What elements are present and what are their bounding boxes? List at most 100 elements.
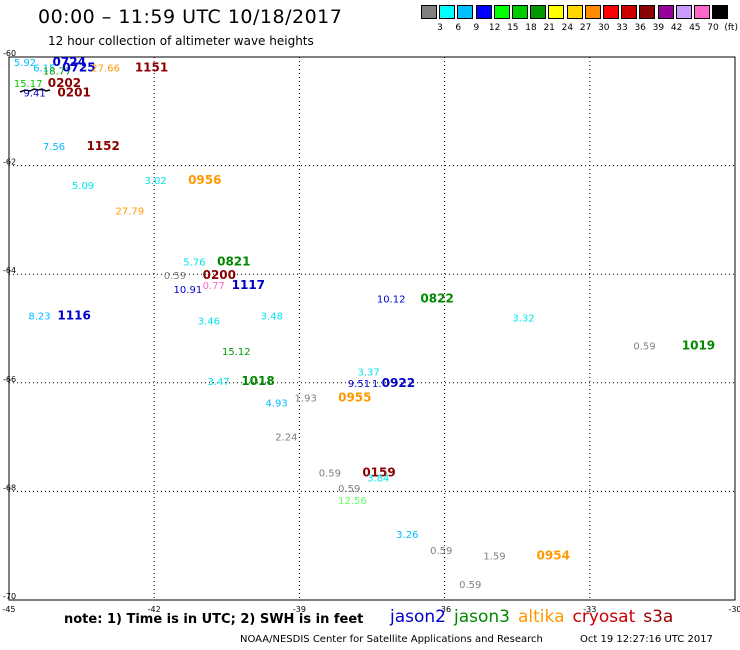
wave-height-label: 6.15 xyxy=(33,64,55,75)
legend-label: 24 xyxy=(561,23,574,33)
wave-height-label: 5.92 xyxy=(14,58,36,69)
wave-height-label: 3.48 xyxy=(261,311,283,322)
longitude-label: -45 xyxy=(2,605,15,614)
wave-height-label: 3.26 xyxy=(396,530,418,541)
wave-height-label: 0.59 xyxy=(430,546,452,557)
wave-height-label: 27.79 xyxy=(115,206,144,217)
legend-label: 45 xyxy=(689,23,701,33)
satellite-name: s3a xyxy=(643,607,674,627)
legend-swatch xyxy=(639,5,656,19)
legend-label: 70 xyxy=(707,23,719,33)
latitude-label: -62 xyxy=(3,158,16,167)
legend-swatch xyxy=(512,5,528,19)
satellite-name: jason2 xyxy=(390,607,446,627)
satellite-name: altika xyxy=(518,607,565,627)
satellite-name: jason3 xyxy=(454,607,510,627)
latitude-label: -64 xyxy=(3,266,16,275)
legend-swatch xyxy=(584,5,601,19)
wave-height-label: 0.59 xyxy=(459,580,481,591)
wave-height-label: 0.59 xyxy=(633,342,655,353)
legend-label: 12 xyxy=(488,23,501,33)
wave-height-label: 15.17 xyxy=(14,79,43,90)
wave-height-label: 3.32 xyxy=(512,313,534,324)
legend-swatch xyxy=(657,5,674,19)
wave-height-label: 0.59 xyxy=(338,484,360,495)
pass-time-label: 0202 xyxy=(48,76,81,90)
pass-time-label: 0922 xyxy=(382,376,415,390)
wave-height-label: 8.23 xyxy=(28,311,50,322)
wave-height-label: 5.09 xyxy=(72,181,94,192)
legend-label: 42 xyxy=(670,23,683,33)
wave-height-label: 15.12 xyxy=(222,347,251,358)
wave-height-label: 9.41 xyxy=(24,89,46,100)
latitude-label: -60 xyxy=(3,49,16,58)
legend-swatch xyxy=(621,5,638,19)
latitude-label: -70 xyxy=(3,592,16,601)
legend-swatch xyxy=(421,5,437,19)
wave-height-label: 4.93 xyxy=(266,399,288,410)
wave-height-label: 5.76 xyxy=(183,258,205,269)
legend-swatch xyxy=(712,5,729,19)
wave-height-label: 0.59 xyxy=(319,469,341,480)
legend-swatch xyxy=(675,5,692,19)
note-text: note: 1) Time is in UTC; 2) SWH is in fe… xyxy=(64,612,364,627)
wave-height-label: 0.77 xyxy=(203,281,225,292)
pass-time-label: 0159 xyxy=(362,466,395,480)
map-frame xyxy=(8,56,736,601)
legend-swatch xyxy=(493,5,510,19)
longitude-label: -39 xyxy=(293,605,306,614)
legend-swatch xyxy=(603,5,619,19)
wave-height-label: 7.56 xyxy=(43,142,65,153)
pass-time-label: 1152 xyxy=(86,139,119,153)
legend-swatch xyxy=(548,5,565,19)
legend-swatch xyxy=(530,5,547,19)
wave-height-label: 10.12 xyxy=(377,294,406,305)
pass-time-label: 1116 xyxy=(57,308,90,322)
longitude-label: -42 xyxy=(148,605,161,614)
legend-swatch xyxy=(457,5,474,19)
wave-height-label: 1.59 xyxy=(483,551,505,562)
wave-height-label: 3.47 xyxy=(207,377,229,388)
island-coastline xyxy=(19,88,51,93)
wave-height-label: 2.24 xyxy=(275,432,297,443)
wave-height-label: 1.93 xyxy=(295,393,317,404)
wave-height-label: 3.46 xyxy=(198,317,220,328)
wave-height-label: 10.91 xyxy=(174,285,203,296)
legend-label: 30 xyxy=(598,23,610,33)
wave-height-label: 1. xyxy=(372,379,382,390)
pass-time-label: 1117 xyxy=(232,278,265,292)
longitude-label: -30 xyxy=(728,605,740,614)
map-subtitle: 12 hour collection of altimeter wave hei… xyxy=(48,34,314,48)
legend-label: 39 xyxy=(652,23,665,33)
satellite-legend: jason2 jason3 altika cryosat s3a xyxy=(390,607,681,627)
pass-time-label: 0200 xyxy=(203,268,236,282)
footer-timestamp: Oct 19 12:27:16 UTC 2017 xyxy=(580,634,713,645)
legend-swatch xyxy=(694,5,710,19)
legend-swatch xyxy=(566,5,583,19)
legend-swatch xyxy=(439,5,456,19)
wave-height-label: 3.84 xyxy=(367,474,389,485)
pass-time-label: 0956 xyxy=(188,173,221,187)
wave-height-label: 3.02 xyxy=(145,176,167,187)
legend-label: (ft) xyxy=(724,23,738,33)
legend-label: 9 xyxy=(473,23,480,33)
pass-time-label: 0822 xyxy=(420,291,453,305)
wave-height-label: 9.51 xyxy=(348,379,370,390)
longitude-label: -36 xyxy=(438,605,451,614)
wave-height-label: 0.59 xyxy=(164,271,186,282)
pass-time-label: 1151 xyxy=(135,61,168,75)
longitude-label: -33 xyxy=(583,605,596,614)
pass-time-label: 0954 xyxy=(537,548,570,562)
legend-swatch xyxy=(475,5,492,19)
wave-height-label: 18.77 xyxy=(43,66,72,77)
legend-label: 27 xyxy=(579,23,592,33)
wave-height-label: 3.37 xyxy=(357,368,379,379)
map-title: 00:00 – 11:59 UTC 10/18/2017 xyxy=(38,6,343,28)
pass-time-label: 0724 xyxy=(53,55,86,69)
pass-time-label: 0725 xyxy=(62,61,95,75)
satellite-name: cryosat xyxy=(572,607,636,627)
pass-time-label: 0201 xyxy=(57,86,90,100)
legend-label: 6 xyxy=(455,23,462,33)
latitude-label: -66 xyxy=(3,375,16,384)
